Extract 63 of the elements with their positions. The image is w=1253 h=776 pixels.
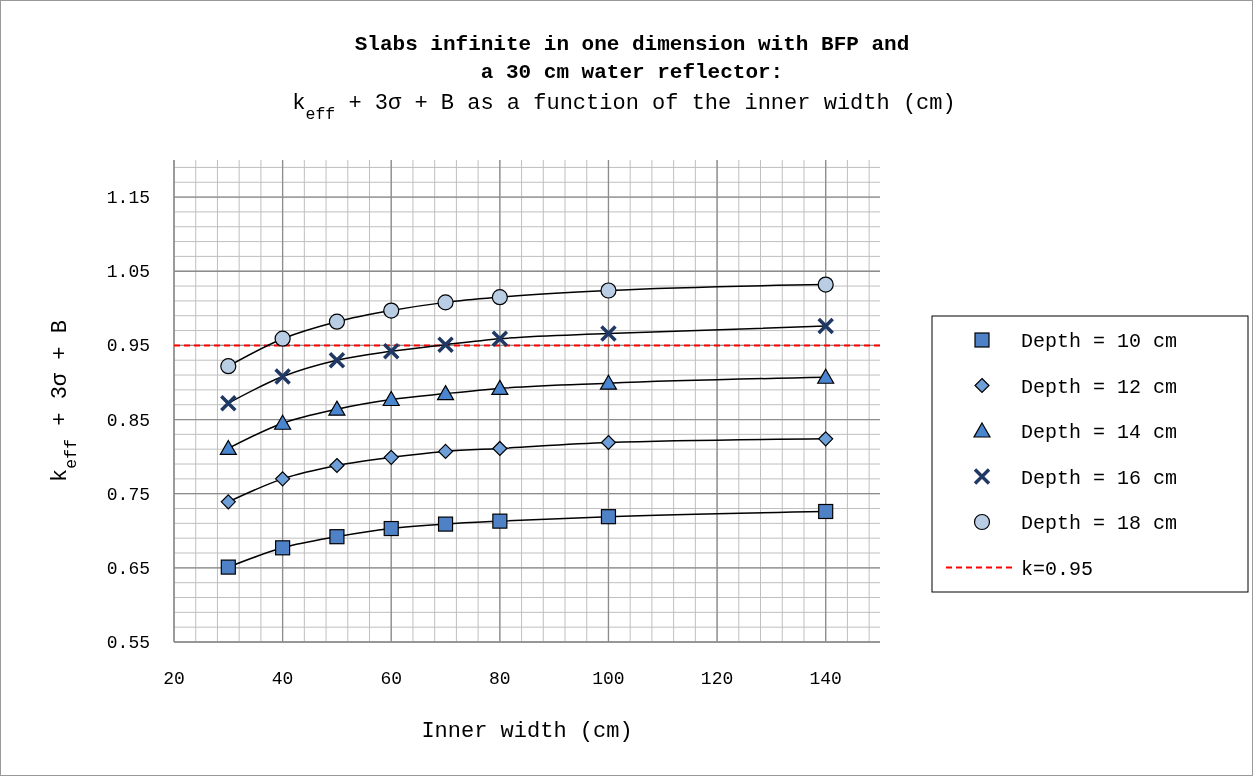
point (437, 516, 454, 532)
legend-label: Depth = 10 cm (1021, 330, 1178, 353)
y-tick-label: 0.95 (106, 336, 150, 357)
point (275, 540, 291, 556)
point (491, 379, 509, 395)
x-tick-label: 60 (380, 669, 403, 689)
point (436, 335, 455, 354)
point (436, 384, 455, 401)
point (328, 400, 346, 416)
point (382, 342, 400, 361)
y-tick-label: 1.15 (106, 188, 150, 209)
y-tick-label: 0.85 (106, 410, 150, 431)
point (600, 434, 617, 451)
point (600, 509, 617, 525)
point (818, 503, 834, 520)
point (220, 494, 236, 510)
point (220, 358, 237, 375)
point (383, 302, 400, 319)
point (437, 443, 454, 460)
legend-label: Depth = 14 cm (1021, 421, 1178, 444)
x-tick-label: 40 (271, 669, 294, 689)
point (329, 529, 345, 545)
point (817, 368, 835, 384)
legend-label: Depth = 12 cm (1021, 375, 1178, 399)
point (599, 374, 618, 390)
point (328, 313, 346, 330)
legend-label: Depth = 18 cm (1021, 512, 1178, 535)
point (492, 513, 508, 529)
point (818, 431, 834, 447)
point (275, 471, 291, 487)
point (491, 289, 508, 306)
x-tick-label: 140 (809, 669, 842, 689)
point (220, 559, 236, 575)
x-tick-label: 20 (163, 669, 185, 689)
y-tick-label: 0.75 (106, 484, 150, 505)
point (219, 439, 237, 456)
point (382, 390, 400, 407)
point (383, 449, 399, 465)
point (219, 394, 238, 412)
y-tick-label: 0.55 (106, 633, 150, 653)
point (274, 330, 291, 347)
chart-title: Slabs infinite in one dimension with BFP and a 30 cm water reflector: (354, 33, 910, 84)
point (600, 282, 617, 299)
point (492, 440, 508, 457)
point (817, 276, 834, 293)
x-tick-label: 100 (592, 669, 625, 689)
point (437, 294, 454, 311)
point (816, 317, 835, 335)
y-tick-label: 1.05 (106, 262, 150, 283)
point (599, 324, 618, 343)
point (491, 329, 509, 348)
y-tick-label: 0.65 (106, 558, 150, 579)
point (273, 367, 292, 386)
legend-label: Depth = 16 cm (1021, 466, 1178, 490)
point (329, 457, 345, 474)
x-tick-label: 80 (489, 669, 511, 689)
point (383, 520, 399, 537)
point (274, 414, 292, 430)
legend-label: k=0.95 (1021, 557, 1094, 581)
point (328, 351, 346, 369)
chart-subtitle: k$_{eff}$ + 3σ + B as a function of the inner width (cm) (292, 91, 956, 124)
x-tick-label: 120 (700, 669, 734, 689)
x-axis-title: Inner width (cm) (421, 719, 633, 744)
